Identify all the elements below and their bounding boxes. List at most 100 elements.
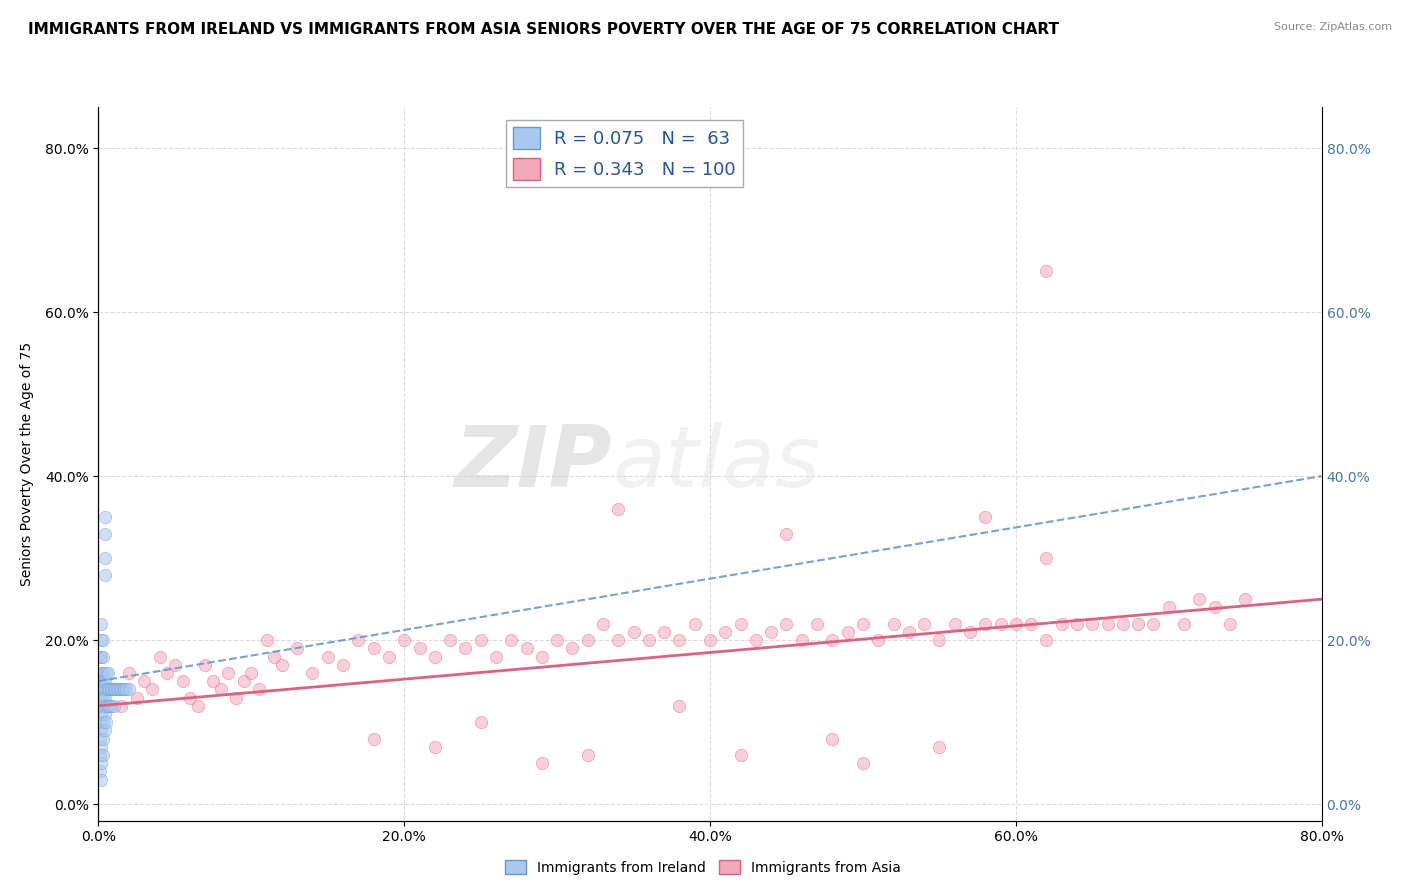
Point — [683, 616, 706, 631]
Point — [485, 649, 508, 664]
Point — [91, 731, 114, 746]
Point — [1097, 616, 1119, 631]
Point — [89, 731, 111, 746]
Point — [546, 633, 568, 648]
Point — [959, 625, 981, 640]
Point — [149, 649, 172, 664]
Point — [363, 731, 385, 746]
Point — [347, 633, 370, 648]
Point — [91, 665, 114, 680]
Point — [98, 698, 121, 713]
Point — [730, 747, 752, 762]
Point — [89, 674, 111, 689]
Point — [423, 739, 446, 754]
Point — [912, 616, 935, 631]
Point — [1157, 600, 1180, 615]
Point — [439, 633, 461, 648]
Point — [89, 649, 111, 664]
Point — [775, 526, 797, 541]
Point — [232, 674, 254, 689]
Text: IMMIGRANTS FROM IRELAND VS IMMIGRANTS FROM ASIA SENIORS POVERTY OVER THE AGE OF : IMMIGRANTS FROM IRELAND VS IMMIGRANTS FR… — [28, 22, 1059, 37]
Point — [247, 682, 270, 697]
Point — [623, 625, 645, 640]
Point — [103, 698, 125, 713]
Point — [90, 665, 112, 680]
Point — [285, 641, 308, 656]
Point — [91, 649, 114, 664]
Point — [745, 633, 768, 648]
Point — [105, 682, 128, 697]
Point — [172, 674, 194, 689]
Point — [91, 690, 114, 705]
Point — [332, 657, 354, 672]
Point — [125, 690, 148, 705]
Legend: Immigrants from Ireland, Immigrants from Asia: Immigrants from Ireland, Immigrants from… — [499, 855, 907, 880]
Point — [607, 502, 630, 516]
Point — [89, 698, 111, 713]
Point — [821, 731, 844, 746]
Point — [943, 616, 966, 631]
Point — [97, 665, 120, 680]
Point — [93, 510, 115, 524]
Point — [301, 665, 323, 680]
Point — [90, 772, 112, 787]
Point — [974, 510, 997, 524]
Point — [1050, 616, 1073, 631]
Point — [94, 682, 117, 697]
Point — [883, 616, 905, 631]
Point — [111, 682, 134, 697]
Point — [1019, 616, 1042, 631]
Point — [576, 747, 599, 762]
Point — [821, 633, 844, 648]
Point — [100, 698, 122, 713]
Point — [423, 649, 446, 664]
Point — [974, 616, 997, 631]
Point — [868, 633, 890, 648]
Point — [263, 649, 285, 664]
Point — [93, 674, 115, 689]
Point — [110, 682, 132, 697]
Point — [93, 526, 115, 541]
Point — [470, 715, 492, 730]
Point — [93, 706, 115, 721]
Point — [775, 616, 797, 631]
Point — [91, 747, 114, 762]
Point — [134, 674, 156, 689]
Point — [852, 756, 875, 771]
Point — [1188, 592, 1211, 607]
Point — [108, 682, 131, 697]
Point — [1142, 616, 1164, 631]
Point — [316, 649, 339, 664]
Text: ZIP: ZIP — [454, 422, 612, 506]
Point — [89, 715, 111, 730]
Point — [576, 633, 599, 648]
Point — [91, 715, 114, 730]
Point — [561, 641, 583, 656]
Point — [209, 682, 232, 697]
Point — [852, 616, 875, 631]
Text: Source: ZipAtlas.com: Source: ZipAtlas.com — [1274, 22, 1392, 32]
Point — [392, 633, 416, 648]
Point — [89, 690, 111, 705]
Point — [90, 706, 112, 721]
Point — [668, 698, 690, 713]
Point — [1035, 551, 1057, 566]
Point — [87, 682, 110, 697]
Point — [91, 682, 114, 697]
Point — [501, 633, 523, 648]
Point — [1112, 616, 1135, 631]
Point — [790, 633, 813, 648]
Point — [90, 674, 112, 689]
Point — [730, 616, 752, 631]
Point — [806, 616, 828, 631]
Point — [141, 682, 163, 697]
Point — [217, 665, 239, 680]
Point — [90, 682, 112, 697]
Point — [363, 641, 385, 656]
Point — [90, 690, 112, 705]
Point — [202, 674, 225, 689]
Text: atlas: atlas — [612, 422, 820, 506]
Point — [90, 633, 112, 648]
Point — [607, 633, 630, 648]
Point — [90, 723, 112, 738]
